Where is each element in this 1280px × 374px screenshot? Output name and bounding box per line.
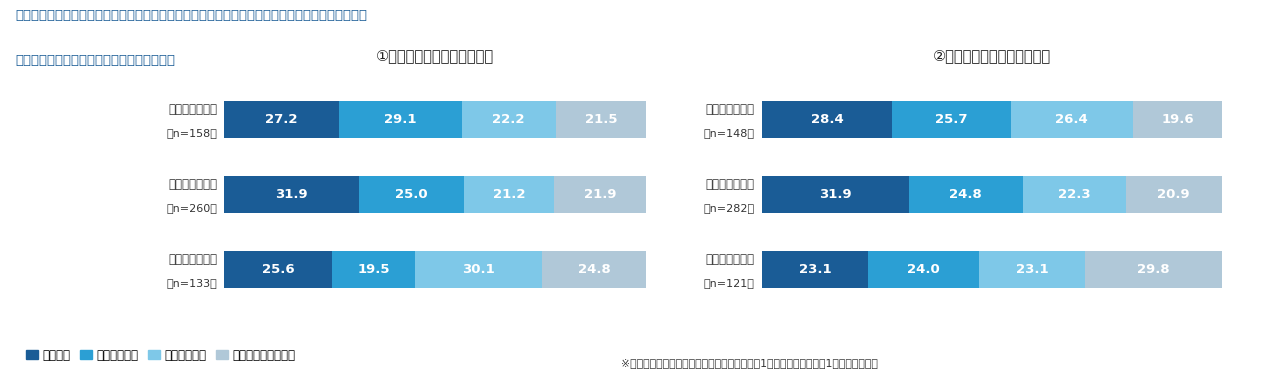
Text: 上司信頼・高群: 上司信頼・高群: [705, 104, 755, 116]
Bar: [762, 176, 909, 213]
Text: 29.1: 29.1: [384, 113, 416, 126]
Text: 24.0: 24.0: [908, 263, 940, 276]
Bar: [762, 101, 892, 138]
Text: 25.0: 25.0: [396, 188, 428, 201]
Bar: [1125, 176, 1222, 213]
Bar: [332, 251, 415, 288]
Bar: [462, 101, 556, 138]
Text: 会社信頼・中群: 会社信頼・中群: [169, 178, 218, 191]
Text: 25.6: 25.6: [261, 263, 294, 276]
Text: 20.9: 20.9: [1157, 188, 1190, 201]
Legend: ほぼ毎日, 月の半分程度, 月に数回以下, 現在は行っていない: ほぼ毎日, 月の半分程度, 月に数回以下, 現在は行っていない: [22, 344, 300, 366]
Text: ②上司信頼別テレワーク頼度: ②上司信頼別テレワーク頼度: [933, 49, 1051, 64]
Bar: [224, 176, 358, 213]
Text: 26.4: 26.4: [1055, 113, 1088, 126]
Text: （n=158）: （n=158）: [166, 128, 218, 138]
Bar: [909, 176, 1023, 213]
Text: 31.9: 31.9: [819, 188, 851, 201]
Text: 24.8: 24.8: [950, 188, 982, 201]
Bar: [556, 101, 646, 138]
Text: 19.6: 19.6: [1161, 113, 1194, 126]
Text: 23.1: 23.1: [1015, 263, 1048, 276]
Bar: [892, 101, 1011, 138]
Bar: [224, 101, 339, 138]
Text: 31.9: 31.9: [275, 188, 307, 201]
Text: （n=260）: （n=260）: [166, 203, 218, 213]
Text: 会社信頼・高群: 会社信頼・高群: [169, 104, 218, 116]
Bar: [465, 176, 554, 213]
Bar: [541, 251, 646, 288]
Text: （n=121）: （n=121）: [704, 278, 755, 288]
Text: （n=148）: （n=148）: [704, 128, 755, 138]
Text: 27.2: 27.2: [265, 113, 298, 126]
Text: 28.4: 28.4: [810, 113, 844, 126]
Bar: [1085, 251, 1222, 288]
Bar: [415, 251, 541, 288]
Text: 21.2: 21.2: [493, 188, 525, 201]
Text: 22.3: 22.3: [1059, 188, 1091, 201]
Text: 24.8: 24.8: [577, 263, 611, 276]
Text: 上司信頼・中群: 上司信頼・中群: [705, 178, 755, 191]
Text: 30.1: 30.1: [462, 263, 494, 276]
Text: 実施状況についてお知らせください。《％》: 実施状況についてお知らせください。《％》: [15, 54, 175, 67]
Text: （n=133）: （n=133）: [166, 278, 218, 288]
Text: 21.9: 21.9: [584, 188, 617, 201]
Bar: [358, 176, 465, 213]
Text: 23.1: 23.1: [799, 263, 831, 276]
Text: （n=282）: （n=282）: [704, 203, 755, 213]
Bar: [554, 176, 646, 213]
Text: ①会社信頼別テレワーク頼度: ①会社信頼別テレワーク頼度: [376, 49, 494, 64]
Bar: [224, 251, 332, 288]
Text: 19.5: 19.5: [357, 263, 389, 276]
Bar: [339, 101, 462, 138]
Bar: [1023, 176, 1125, 213]
Text: 29.8: 29.8: [1138, 263, 1170, 276]
Text: 会社信頼・低群: 会社信頼・低群: [169, 253, 218, 266]
Text: 25.7: 25.7: [936, 113, 968, 126]
Bar: [979, 251, 1085, 288]
Text: 上司信頼・低群: 上司信頼・低群: [705, 253, 755, 266]
Text: ※「月に数回以下」は「月に数回程度」「月に1回程度」「数カ月に1回程度」の合算: ※「月に数回以下」は「月に数回程度」「月に1回程度」「数カ月に1回程度」の合算: [621, 358, 878, 368]
Bar: [762, 251, 868, 288]
Text: 21.5: 21.5: [585, 113, 617, 126]
Bar: [868, 251, 979, 288]
Text: 現在お勤めの会社で、過去半年間での、あなた自身のテレワーク（リモートワーク、在宅勤務）の: 現在お勤めの会社で、過去半年間での、あなた自身のテレワーク（リモートワーク、在宅…: [15, 9, 367, 22]
Text: 22.2: 22.2: [493, 113, 525, 126]
Bar: [1011, 101, 1133, 138]
Bar: [1133, 101, 1222, 138]
